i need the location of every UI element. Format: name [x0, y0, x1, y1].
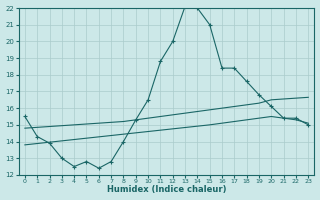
X-axis label: Humidex (Indice chaleur): Humidex (Indice chaleur)	[107, 185, 226, 194]
